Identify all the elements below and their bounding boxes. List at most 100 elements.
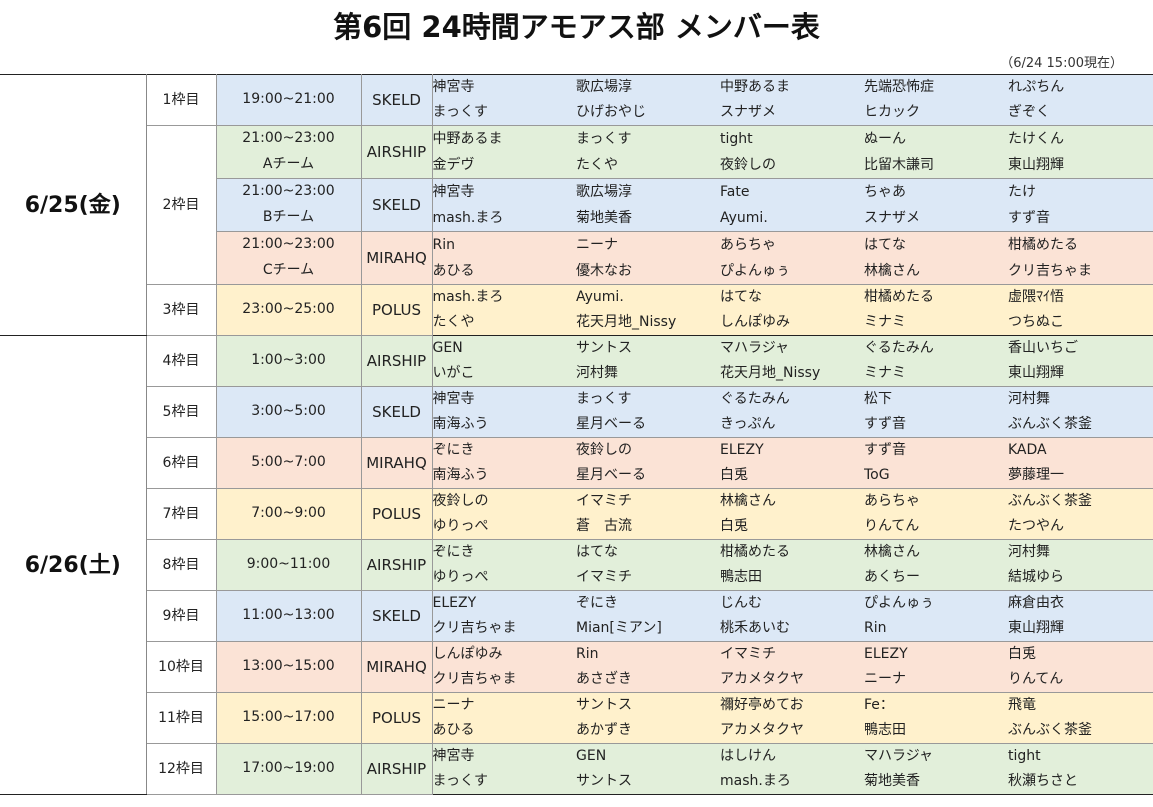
member-name: 夢藤理一 [1008, 463, 1153, 489]
member-name: アカメタクヤ [720, 718, 864, 744]
time-text: 21:00~23:00 [242, 183, 335, 199]
roster-row: 6/25(金) 1枠目 19:00~21:00 SKELD 神宮寺 歌広場淳 中野あるま 先端… [0, 74, 1153, 336]
time-cell: 5:00~7:00 [215, 437, 362, 489]
member-name: はてな [720, 284, 864, 310]
time-text: 11:00~13:00 [242, 607, 335, 623]
member-name: 白兎 [720, 514, 864, 540]
map-label: SKELD [360, 178, 433, 232]
member-name: 中野あるま [432, 125, 576, 152]
roster-row: 3枠目 23:00~25:00 POLUS mash.まろ Ayumi. はてな 柑橘めたる… [0, 284, 1153, 336]
member-name: 比留木謙司 [864, 152, 1008, 179]
member-name: 金デヴ [432, 152, 576, 179]
roster-row: 8枠目 9:00~11:00 AIRSHIP ぞにき はてな 柑橘めたる 林檎さん 河村舞 [0, 539, 1153, 591]
roster-row: まっくす サントス mash.まろ 菊地美香 秋瀬ちさと [0, 769, 1153, 795]
time-text: 1:00~3:00 [251, 352, 326, 368]
page-title: 第6回 24時間アモアス部 メンバー表 [333, 10, 820, 44]
roster-row: 2枠目 21:00~23:00 Aチーム AIRSHIP 中野あるま まっくす tight ぬ… [0, 125, 1153, 285]
roster-row: 6枠目 5:00~7:00 MIRAHQ ぞにき 夜鈴しの ELEZY すず音 KADA [0, 437, 1153, 489]
time-text: 9:00~11:00 [246, 556, 331, 572]
member-name: Mian[ミアン] [576, 616, 720, 642]
slot-label: 5枠目 [145, 386, 217, 438]
slot-label: 6枠目 [145, 437, 217, 489]
member-name: 柑橘めたる [864, 284, 1008, 310]
member-name: 夜鈴しの [432, 488, 576, 514]
member-name: あひる [432, 258, 576, 285]
time-text: 13:00~15:00 [242, 658, 335, 674]
member-name: まっくす [432, 769, 576, 795]
member-name: 河村舞 [576, 361, 720, 387]
roster-row: 21:00~23:00 Cチーム MIRAHQ Rin ニーナ あらちゃ はてな 柑橘めたる [0, 231, 1153, 285]
map-label: SKELD [360, 590, 433, 642]
slot-label: 12枠目 [145, 743, 217, 795]
member-name: 菊地美香 [576, 205, 720, 232]
member-name: 鴨志田 [720, 565, 864, 591]
member-name: ELEZY [432, 590, 576, 616]
member-name: クリ吉ちゃま [1008, 258, 1153, 285]
map-label: MIRAHQ [360, 231, 433, 285]
member-name: 星月ベーる [576, 412, 720, 438]
member-name: れぷちん [1008, 74, 1153, 100]
member-name: 花天月地_Nissy [576, 310, 720, 336]
member-name: 柑橘めたる [1008, 231, 1153, 258]
member-name: すず音 [864, 412, 1008, 438]
member-name: まっくす [432, 100, 576, 126]
slot-label: 11枠目 [145, 692, 217, 744]
member-name: りんてん [864, 514, 1008, 540]
time-cell: 13:00~15:00 [215, 641, 362, 693]
member-name: イマミチ [576, 488, 720, 514]
map-label: MIRAHQ [360, 437, 433, 489]
member-roster-table: 6/25(金) 1枠目 19:00~21:00 SKELD 神宮寺 歌広場淳 中野あるま 先端… [0, 74, 1153, 795]
time-text: Bチーム [262, 209, 315, 225]
map-label: POLUS [360, 284, 433, 336]
member-name: ぶんぶく茶釜 [1008, 412, 1153, 438]
time-text: Cチーム [262, 262, 315, 278]
member-name: きっぷん [720, 412, 864, 438]
member-name: 白兎 [720, 463, 864, 489]
member-name: ヒカック [864, 100, 1008, 126]
member-name: ミナミ [864, 310, 1008, 336]
roster-row: あひる あかずき アカメタクヤ 鴨志田 ぶんぶく茶釜 [0, 718, 1153, 744]
slot-label: 10枠目 [145, 641, 217, 693]
member-name: Rin [576, 641, 720, 667]
roster-row: クリ吉ちゃま あさざき アカメタクヤ ニーナ りんてん [0, 667, 1153, 693]
member-name: 夜鈴しの [720, 152, 864, 179]
member-name: ゆりっぺ [432, 565, 576, 591]
member-name: mash.まろ [720, 769, 864, 795]
member-name: 東山翔輝 [1008, 152, 1153, 179]
member-name: ぬーん [864, 125, 1008, 152]
member-name: 南海ふう [432, 412, 576, 438]
member-name: じんむ [720, 590, 864, 616]
member-name: イマミチ [720, 641, 864, 667]
member-name: すず音 [864, 437, 1008, 463]
roster-row: 5枠目 3:00~5:00 SKELD 神宮寺 まっくす ぐるたみん 松下 河村舞 [0, 386, 1153, 438]
time-cell: 21:00~23:00 Aチーム [215, 125, 362, 179]
member-name: 白兎 [1008, 641, 1153, 667]
member-name: あらちゃ [864, 488, 1008, 514]
member-name: GEN [432, 335, 576, 361]
roster-row: いがこ 河村舞 花天月地_Nissy ミナミ 東山翔輝 [0, 361, 1153, 387]
member-name: 松下 [864, 386, 1008, 412]
member-name: mash.まろ [432, 284, 576, 310]
member-name: たくや [576, 152, 720, 179]
member-name: たつやん [1008, 514, 1153, 540]
member-name: アカメタクヤ [720, 667, 864, 693]
member-name: ミナミ [864, 361, 1008, 387]
map-label: MIRAHQ [360, 641, 433, 693]
member-name: Rin [432, 231, 576, 258]
roster-row: 7枠目 7:00~9:00 POLUS 夜鈴しの イマミチ 林檎さん あらちゃ ぶんぶく茶釜 [0, 488, 1153, 540]
slot-label: 4枠目 [145, 335, 217, 387]
member-name: KADA [1008, 437, 1153, 463]
member-name: Rin [864, 616, 1008, 642]
member-name: 歌広場淳 [576, 74, 720, 100]
member-name: 歌広場淳 [576, 178, 720, 205]
member-name: サントス [576, 692, 720, 718]
map-label: AIRSHIP [360, 335, 433, 387]
member-name: 禰好亭めてお [720, 692, 864, 718]
member-name: 花天月地_Nissy [720, 361, 864, 387]
member-name: tight [720, 125, 864, 152]
member-name: スナザメ [864, 205, 1008, 232]
member-name: 星月ベーる [576, 463, 720, 489]
member-name: あくちー [864, 565, 1008, 591]
member-name: ぴよんゅぅ [720, 258, 864, 285]
member-name: つちぬこ [1008, 310, 1153, 336]
